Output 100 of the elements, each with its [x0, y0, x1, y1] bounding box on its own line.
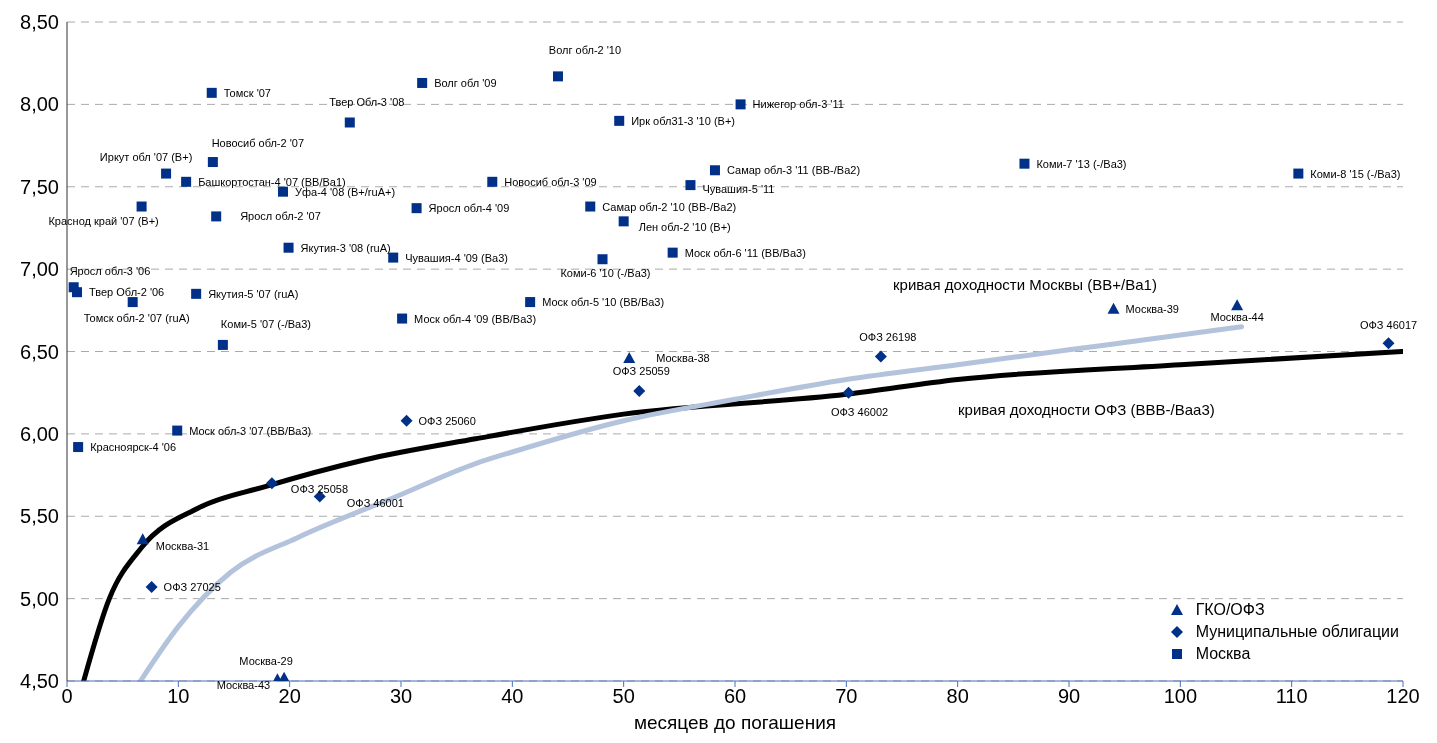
- annotation: Москва-39: [1125, 302, 1179, 315]
- annotation: Твер Обл-2 '06: [89, 286, 165, 299]
- annotation: Нижегор обл-3 '11: [752, 98, 844, 111]
- annotation: Волг обл-2 '10: [548, 44, 622, 57]
- point: [207, 157, 218, 168]
- legend-label: Муниципальные облигации: [1195, 622, 1399, 642]
- point: [585, 201, 596, 212]
- point: [72, 287, 83, 298]
- point: [388, 252, 399, 263]
- annotation: Москва-38: [656, 352, 710, 365]
- y-tick-label: 6,00: [20, 422, 59, 445]
- x-tick-label: 40: [501, 685, 524, 708]
- x-tick-label: 100: [1163, 685, 1198, 708]
- annotation: Томск обл-2 '07 (ruA): [83, 312, 190, 325]
- annotation: Твер Обл-3 '08: [329, 96, 405, 109]
- annotation: Иркут обл '07 (B+): [99, 150, 193, 163]
- y-tick-label: 7,00: [20, 258, 59, 281]
- annotation: Красноярск-4 '06: [90, 441, 177, 454]
- point: [614, 115, 625, 126]
- point: [73, 442, 84, 453]
- annotation: ОФЗ 27025: [163, 581, 221, 594]
- point: [400, 414, 413, 427]
- point: [411, 203, 422, 214]
- point: [842, 386, 855, 399]
- annotation: ОФЗ 25060: [418, 414, 476, 427]
- x-tick-label: 110: [1275, 685, 1308, 708]
- point: [161, 168, 172, 179]
- annotation: Краснод край '07 (B+): [48, 214, 159, 227]
- annotation: Новосиб обл-3 '09: [504, 175, 597, 188]
- point: [265, 477, 278, 490]
- annotation: Моск обл-4 '09 (BB/Ba3): [414, 312, 537, 325]
- point: [735, 99, 746, 110]
- x-tick-label: 70: [835, 685, 858, 708]
- annotation: Москва-29: [239, 654, 293, 667]
- point: [217, 339, 228, 350]
- point: [136, 201, 147, 212]
- annotation: кривая доходности Москвы (BB+/Ba1): [893, 276, 1157, 293]
- point: [397, 313, 408, 324]
- annotation: Самар обл-2 '10 (BB-/Ba2): [602, 200, 737, 213]
- point: [1293, 168, 1304, 179]
- annotation: Коми-6 '10 (-/Ba3): [560, 267, 651, 280]
- x-tick-label: 20: [278, 685, 301, 708]
- point: [344, 117, 355, 128]
- annotation: Коми-8 '15 (-/Ba3): [1310, 167, 1401, 180]
- point: [874, 350, 887, 363]
- annotation: ОФЗ 26198: [859, 331, 917, 344]
- annotation: Волг обл '09: [434, 76, 497, 89]
- annotation: ОФЗ 25059: [612, 365, 670, 378]
- annotation: Ирк обл31-3 '10 (B+): [631, 114, 736, 127]
- point: [145, 581, 158, 594]
- annotation: кривая доходности ОФЗ (BBB-/Baa3): [958, 401, 1215, 418]
- annotation: Чувашия-5 '11: [702, 183, 775, 196]
- point: [211, 211, 222, 222]
- annotation: Самар обл-3 '11 (BB-/Ba2): [726, 164, 861, 177]
- y-tick-label: 5,50: [20, 505, 59, 528]
- annotation: Лен обл-2 '10 (B+): [638, 221, 731, 234]
- annotation: Москва-43: [216, 679, 271, 692]
- annotation: ОФЗ 46002: [830, 405, 889, 418]
- point: [618, 216, 629, 227]
- annotation: Коми-7 '13 (-/Ba3): [1036, 157, 1127, 170]
- point: [206, 87, 217, 98]
- x-tick-label: 30: [389, 685, 413, 708]
- x-tick-label: 80: [946, 685, 969, 708]
- x-tick-label: 50: [612, 685, 635, 708]
- annotation: Яросл обл-4 '09: [428, 202, 510, 215]
- annotation: Якутия-5 '07 (ruA): [208, 287, 299, 300]
- y-tick-label: 4,50: [20, 670, 59, 693]
- annotation: Москва-44: [1210, 311, 1264, 324]
- annotation: Моск обл-5 '10 (BB/Ba3): [542, 296, 665, 309]
- legend-label: ГКО/ОФЗ: [1195, 600, 1265, 620]
- annotation: Яросл обл-3 '06: [69, 265, 151, 278]
- point: [709, 165, 720, 176]
- point: [283, 242, 294, 253]
- y-tick-label: 5,00: [20, 587, 59, 610]
- point: [136, 533, 149, 545]
- point: [191, 288, 202, 299]
- annotation: Яросл обл-2 '07: [240, 210, 321, 223]
- point: [172, 425, 183, 436]
- x-tick-label: 10: [167, 685, 190, 708]
- x-tick-label: 60: [723, 685, 747, 708]
- point: [667, 247, 678, 258]
- annotation: Чувашия-4 '09 (Ba3): [405, 251, 508, 264]
- point: [685, 180, 696, 191]
- y-tick-label: 8,50: [20, 11, 59, 34]
- y-tick-label: 8,00: [20, 93, 59, 116]
- point: [552, 71, 563, 82]
- point: [525, 297, 536, 308]
- x-tick-label: 120: [1386, 685, 1420, 708]
- annotation: ОФЗ 46017: [1359, 319, 1418, 332]
- point: [1107, 302, 1120, 314]
- x-axis-title: месяцев до погашения: [633, 712, 837, 733]
- annotation: Москва-31: [155, 540, 210, 553]
- annotation: Моск обл-6 '11 (BB/Ba3): [684, 246, 806, 259]
- point: [1382, 337, 1395, 350]
- annotation: Якутия-3 '08 (ruA): [300, 241, 391, 254]
- annotation: Новосиб обл-2 '07: [211, 137, 305, 150]
- point: [597, 254, 608, 265]
- x-tick-label: 0: [61, 685, 73, 708]
- point: [623, 352, 636, 364]
- point: [127, 297, 138, 308]
